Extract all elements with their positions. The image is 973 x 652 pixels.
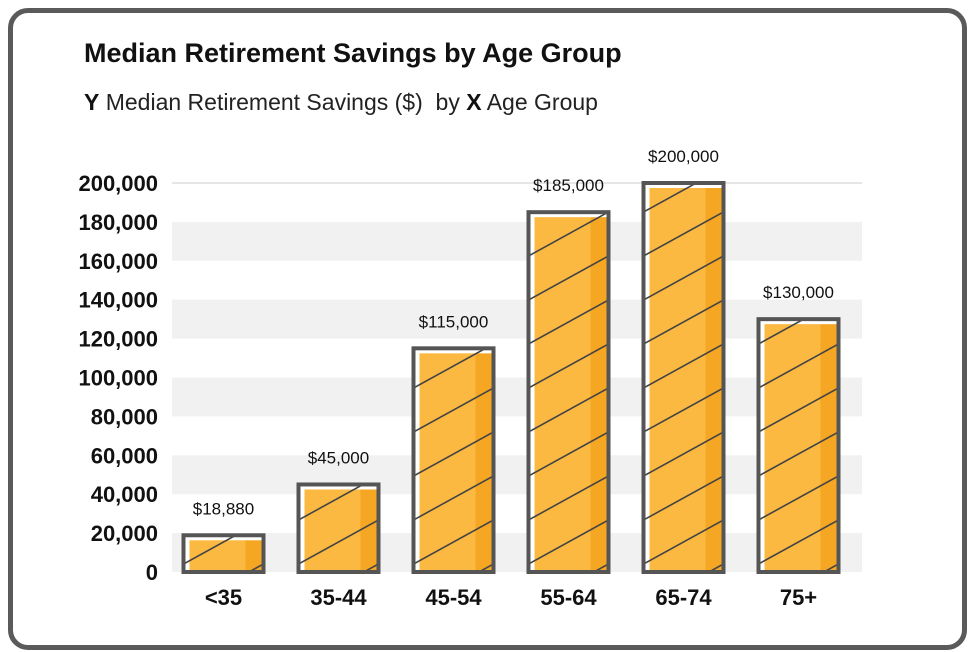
data-label: $185,000 bbox=[533, 176, 604, 195]
bar-shade bbox=[820, 319, 839, 572]
grid-band bbox=[172, 533, 862, 572]
by-word: by bbox=[435, 89, 460, 115]
bar bbox=[296, 482, 381, 575]
bars bbox=[181, 181, 841, 575]
bar-highlight bbox=[183, 535, 190, 572]
y-tick-label: 60,000 bbox=[91, 443, 158, 468]
x-tick-label: 75+ bbox=[780, 585, 817, 610]
chart-subtitle: Y Median Retirement Savings ($) by X Age… bbox=[84, 89, 598, 116]
data-label: $200,000 bbox=[648, 147, 719, 166]
data-label: $18,880 bbox=[193, 499, 254, 518]
bar-highlight bbox=[643, 183, 650, 572]
x-tick-label: <35 bbox=[205, 585, 242, 610]
bar bbox=[641, 181, 726, 574]
data-labels: $18,880 $45,000 $115,000 $185,000 $200,000 $1… bbox=[193, 147, 834, 518]
bar-outline bbox=[411, 346, 496, 575]
bar-outline bbox=[756, 317, 841, 574]
y-tick-label: 120,000 bbox=[78, 327, 158, 352]
x-tick-label: 45-54 bbox=[425, 585, 482, 610]
bar bbox=[756, 317, 841, 574]
bar-shade bbox=[360, 484, 379, 572]
bar-shade bbox=[245, 535, 264, 572]
grid-band bbox=[172, 221, 862, 261]
y-tick-label: 80,000 bbox=[91, 404, 158, 429]
y-tick-label: 20,000 bbox=[91, 521, 158, 546]
bar-highlight bbox=[298, 484, 305, 572]
x-axis-label: Age Group bbox=[486, 89, 598, 115]
bar bbox=[411, 346, 496, 575]
grid-band bbox=[172, 299, 862, 339]
grid-band bbox=[172, 377, 862, 417]
data-label: $45,000 bbox=[308, 448, 369, 467]
grid-band bbox=[172, 455, 862, 495]
y-axis-ticks: 0 20,000 40,000 60,000 80,000 100,000 120,000 1… bbox=[78, 171, 158, 585]
grid-bands bbox=[172, 182, 862, 572]
bar-outline bbox=[181, 533, 266, 574]
bar-highlight bbox=[643, 183, 724, 188]
bar-highlight bbox=[528, 212, 535, 573]
y-tick-label: 200,000 bbox=[78, 171, 158, 196]
bar-highlight bbox=[298, 484, 379, 490]
x-tick-label: 35-44 bbox=[310, 585, 367, 610]
y-tick-label: 140,000 bbox=[78, 288, 158, 313]
bar bbox=[181, 533, 266, 574]
chart-title: Median Retirement Savings by Age Group bbox=[84, 38, 622, 68]
bar-shade bbox=[475, 348, 494, 572]
bar-outline bbox=[641, 181, 726, 574]
x-tick-label: 65-74 bbox=[655, 585, 712, 610]
y-axis-marker: Y bbox=[84, 89, 100, 115]
bar-highlight bbox=[413, 348, 494, 354]
bar-highlight bbox=[758, 319, 765, 572]
bar bbox=[526, 210, 611, 575]
x-axis-marker: X bbox=[466, 89, 482, 115]
y-tick-label: 0 bbox=[146, 560, 158, 585]
x-tick-label: 55-64 bbox=[540, 585, 597, 610]
y-tick-label: 180,000 bbox=[78, 210, 158, 235]
y-axis-label: Median Retirement Savings ($) bbox=[105, 89, 423, 115]
bar-outline bbox=[526, 210, 611, 575]
data-label: $115,000 bbox=[419, 312, 489, 331]
y-tick-label: 100,000 bbox=[78, 366, 158, 391]
data-label: $130,000 bbox=[763, 283, 834, 302]
bar-shade bbox=[705, 183, 724, 572]
y-tick-label: 40,000 bbox=[91, 482, 158, 507]
bar-hatch bbox=[643, 183, 724, 572]
bar-highlight bbox=[183, 535, 264, 541]
bar-hatch bbox=[528, 212, 609, 573]
bar-outline bbox=[296, 482, 381, 575]
bar-highlight bbox=[528, 212, 609, 218]
x-axis-ticks: <35 35-44 45-54 55-64 65-74 75+ bbox=[205, 585, 817, 610]
bar-highlight bbox=[413, 348, 420, 572]
y-tick-label: 160,000 bbox=[78, 249, 158, 274]
